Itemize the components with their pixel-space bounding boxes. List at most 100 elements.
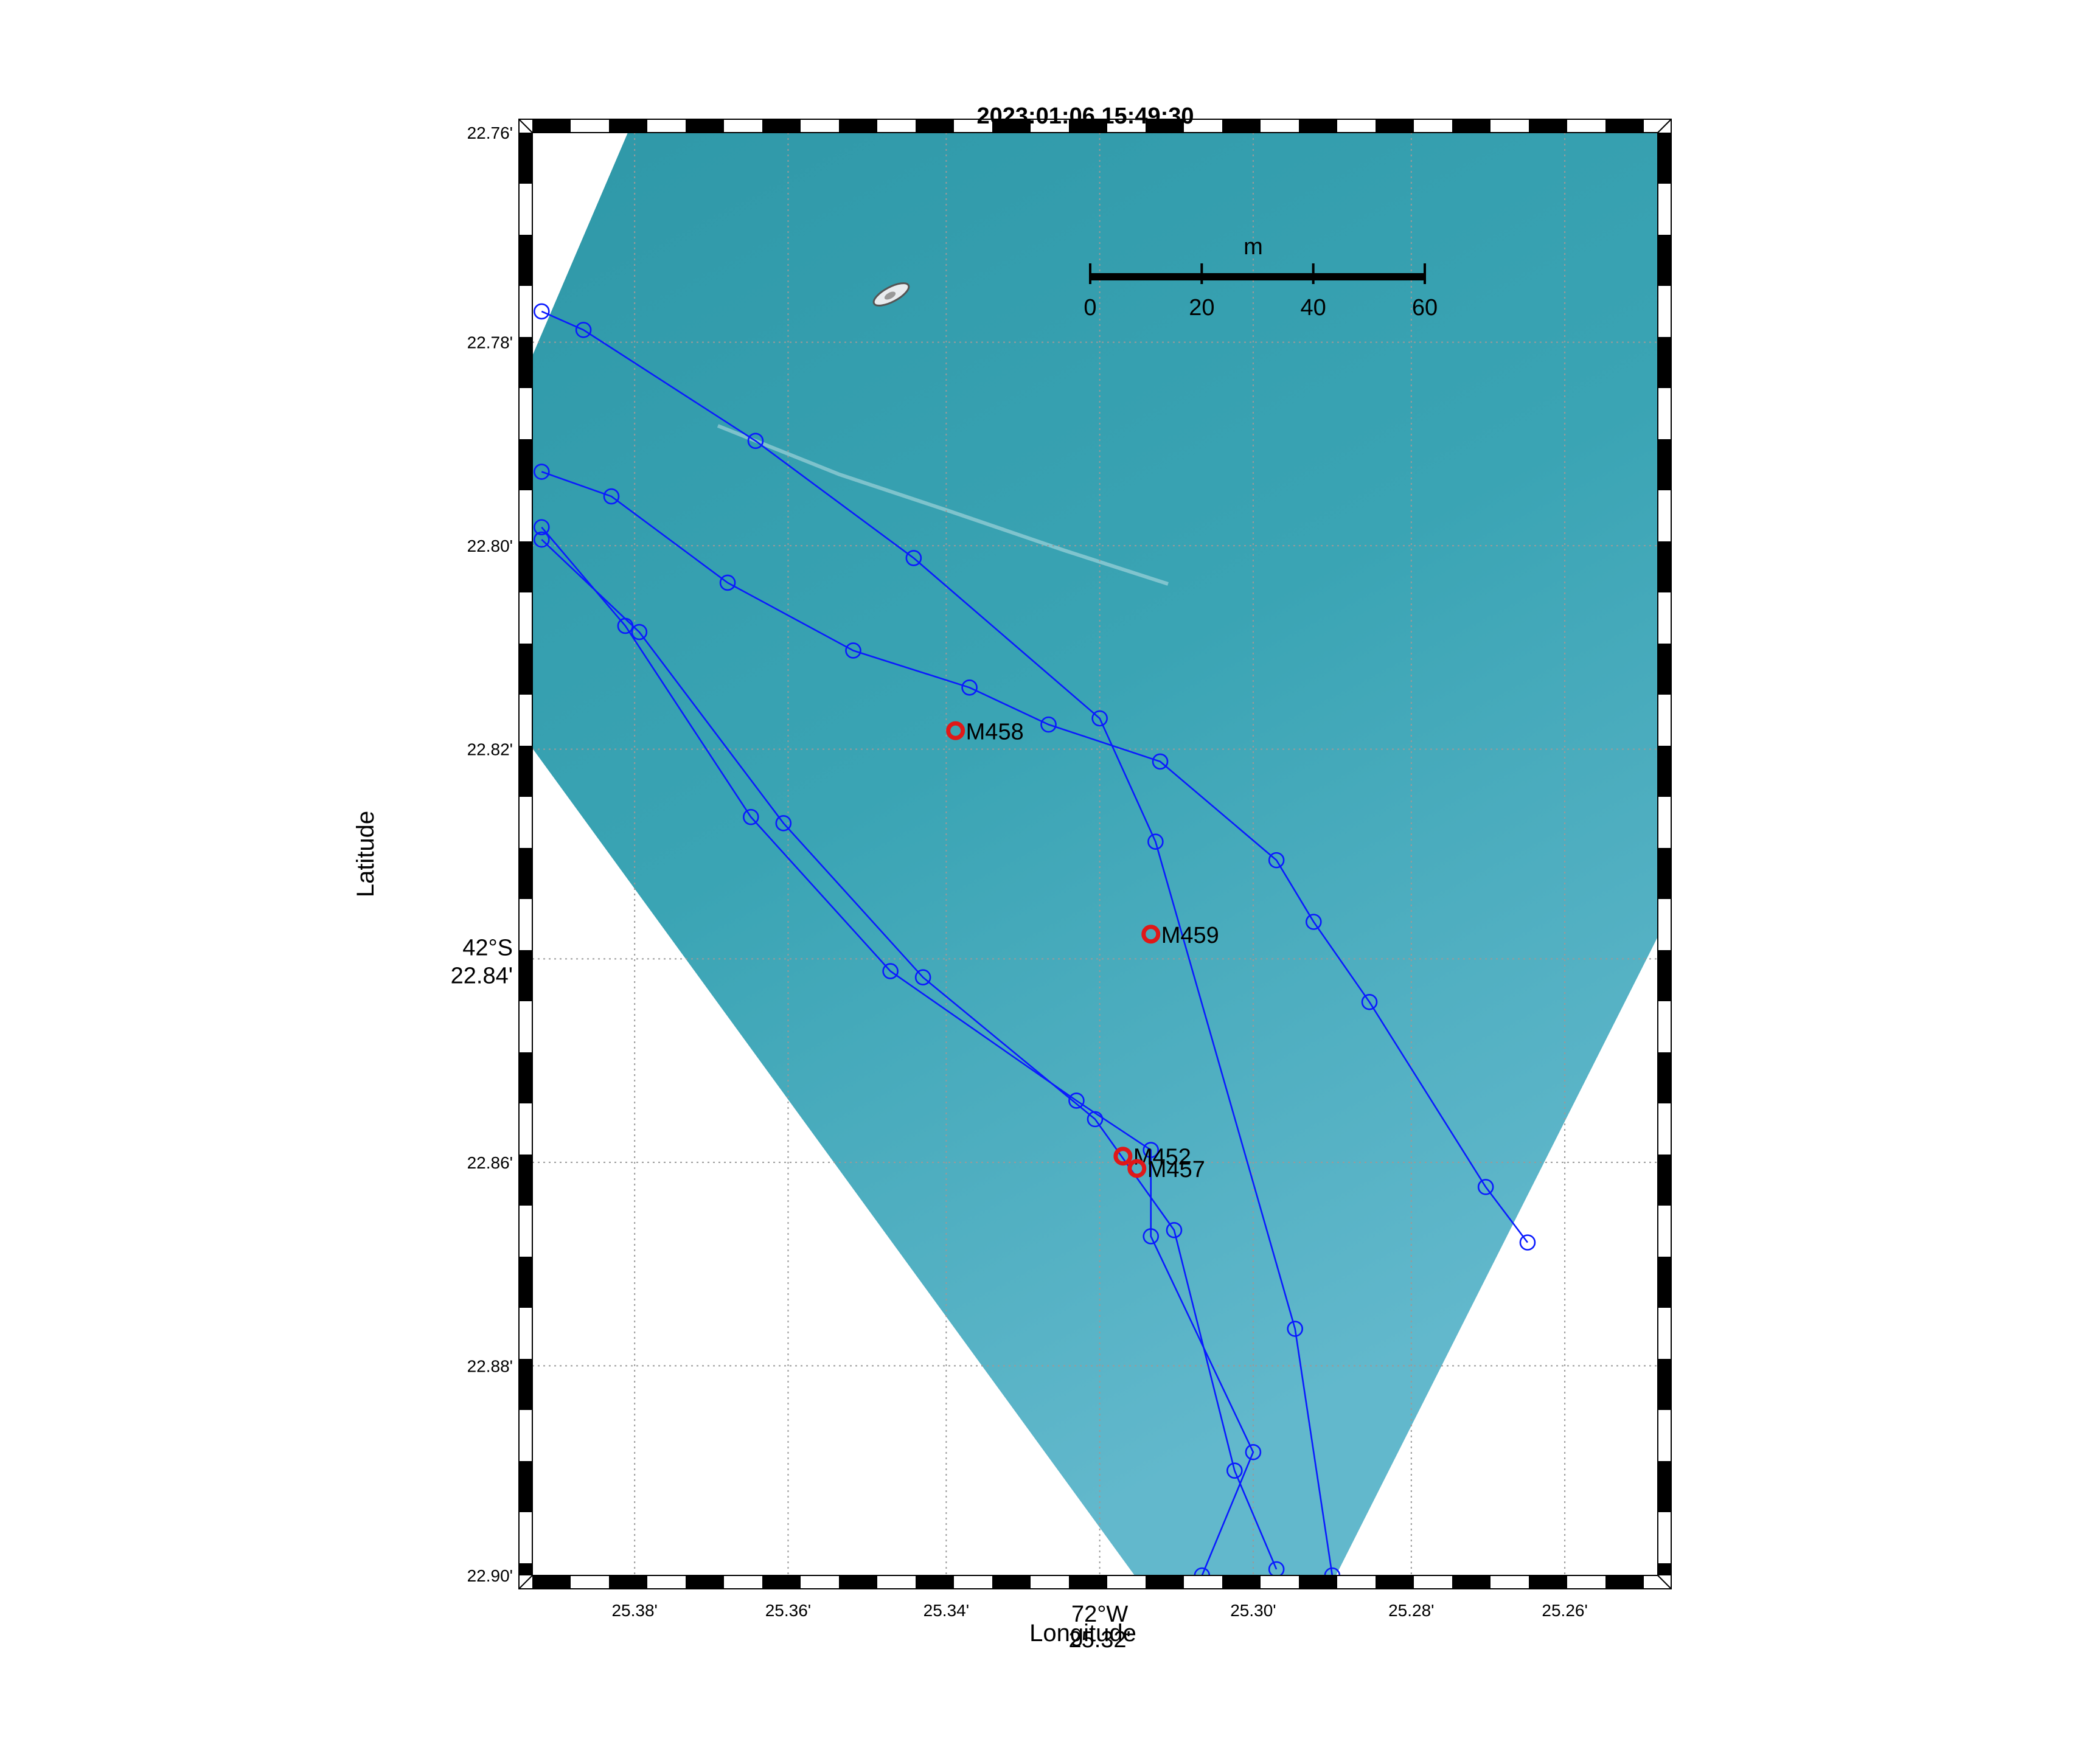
frame-segment — [1529, 119, 1567, 133]
frame-segment — [916, 1575, 954, 1589]
scale-bar-tick-label: 0 — [1084, 295, 1096, 321]
frame-corner — [1657, 1575, 1672, 1589]
frame-segment — [1069, 1575, 1107, 1589]
track-point — [533, 303, 550, 320]
y-axis-label: Latitude — [352, 811, 379, 897]
frame-segment — [1529, 1575, 1567, 1589]
frame-segment — [519, 133, 532, 184]
track-point — [1194, 1567, 1211, 1575]
track-point — [1143, 1142, 1160, 1158]
tick-labels: 25.38' 25.36' 25.34' 25.30' 25.28' 25.26' 22.7… — [451, 123, 1588, 1653]
frame-segment — [1658, 644, 1671, 695]
y-tick-label: 22.82' — [467, 740, 513, 759]
scale-bar-unit: m — [1244, 234, 1263, 260]
frame-segment — [839, 1575, 877, 1589]
track-point — [533, 531, 550, 548]
frame-segment — [686, 1575, 724, 1589]
track-point — [1147, 833, 1164, 850]
y-tick-label: 22.90' — [467, 1566, 513, 1585]
x-tick-label: 25.30' — [1230, 1601, 1276, 1620]
y-tick-label: 22.78' — [467, 333, 513, 352]
track-point — [1091, 710, 1108, 727]
y-tick-label: 22.80' — [467, 536, 513, 555]
frame-segment — [532, 1575, 571, 1589]
frame-segment — [1299, 119, 1337, 133]
frame-corner — [518, 1575, 533, 1589]
track-point — [1245, 1443, 1262, 1460]
track-point — [1324, 1567, 1341, 1575]
track-point — [1287, 1321, 1304, 1337]
frame-segment — [839, 119, 877, 133]
frame-segment — [1605, 1575, 1644, 1589]
x-major-min-label: 25.32' — [1068, 1627, 1130, 1653]
frame-segment — [519, 1052, 532, 1103]
frame-segment — [609, 119, 647, 133]
frame-segment — [1452, 1575, 1490, 1589]
track-point — [747, 432, 764, 450]
track-point — [1477, 1179, 1494, 1195]
frame-segment — [1658, 1563, 1671, 1575]
frame-segment — [1222, 1575, 1261, 1589]
y-tick-label: 22.88' — [467, 1356, 513, 1375]
frame-segment — [1146, 1575, 1184, 1589]
scale-bar: m 0 20 40 60 — [1084, 234, 1438, 321]
x-tick-label: 25.26' — [1542, 1601, 1587, 1620]
frame-segment — [1376, 119, 1414, 133]
track-point — [719, 574, 736, 591]
track-point — [845, 642, 861, 659]
y-tick-label: 22.76' — [467, 123, 513, 142]
track-point — [914, 969, 931, 986]
frame-segment — [1658, 1155, 1671, 1206]
scale-bar-tick-label: 40 — [1301, 295, 1326, 321]
track-point — [1068, 1092, 1085, 1109]
frame-segment — [1658, 1257, 1671, 1308]
frame-segment — [1069, 119, 1107, 133]
frame-segment — [519, 1359, 532, 1410]
frame-segment — [1658, 1461, 1671, 1512]
scale-bar-tick-label: 60 — [1412, 295, 1438, 321]
frame-segment — [686, 119, 724, 133]
frame-segment — [916, 119, 954, 133]
frame-segment — [1605, 119, 1644, 133]
marker-m452 — [1113, 1147, 1133, 1166]
track-point — [533, 519, 550, 536]
track-point — [1143, 1228, 1160, 1245]
y-major-min-label: 22.84' — [451, 963, 513, 988]
frame-segment — [992, 119, 1031, 133]
frame-segment — [519, 439, 532, 490]
x-tick-label: 25.36' — [765, 1601, 811, 1620]
track-point — [533, 464, 550, 480]
boat-icon — [872, 282, 910, 307]
frame-segment — [1658, 746, 1671, 797]
track-point — [905, 550, 922, 566]
x-tick-label: 25.38' — [611, 1601, 657, 1620]
frame-segment — [1658, 337, 1671, 388]
track-point — [1268, 1561, 1285, 1575]
marker-label-m458: M458 — [966, 719, 1024, 745]
track-point — [1305, 914, 1322, 930]
frame-segment — [519, 1563, 532, 1575]
frame-segment — [519, 1461, 532, 1512]
track-point — [1040, 716, 1057, 733]
frame-segment — [1658, 848, 1671, 899]
marker-label-m457: M457 — [1147, 1157, 1205, 1182]
frame-segment — [1146, 119, 1184, 133]
frame-segment — [1658, 133, 1671, 184]
marker-m459 — [1141, 925, 1161, 944]
frame-segment — [992, 1575, 1031, 1589]
imagery-footprint — [532, 133, 1658, 1575]
track-line-3 — [541, 526, 1254, 1575]
y-major-deg-label: 42°S — [462, 935, 513, 960]
frame-segment — [519, 235, 532, 286]
frame-segment — [519, 541, 532, 592]
track-line-2 — [541, 471, 1528, 1243]
frame-segment — [762, 119, 801, 133]
x-major-deg-label: 72°W — [1071, 1602, 1128, 1627]
track-point — [1361, 993, 1378, 1010]
frame-segment — [1299, 1575, 1337, 1589]
track-point — [775, 815, 792, 832]
marker-label-m459: M459 — [1161, 923, 1219, 948]
frame-segment — [1658, 1052, 1671, 1103]
